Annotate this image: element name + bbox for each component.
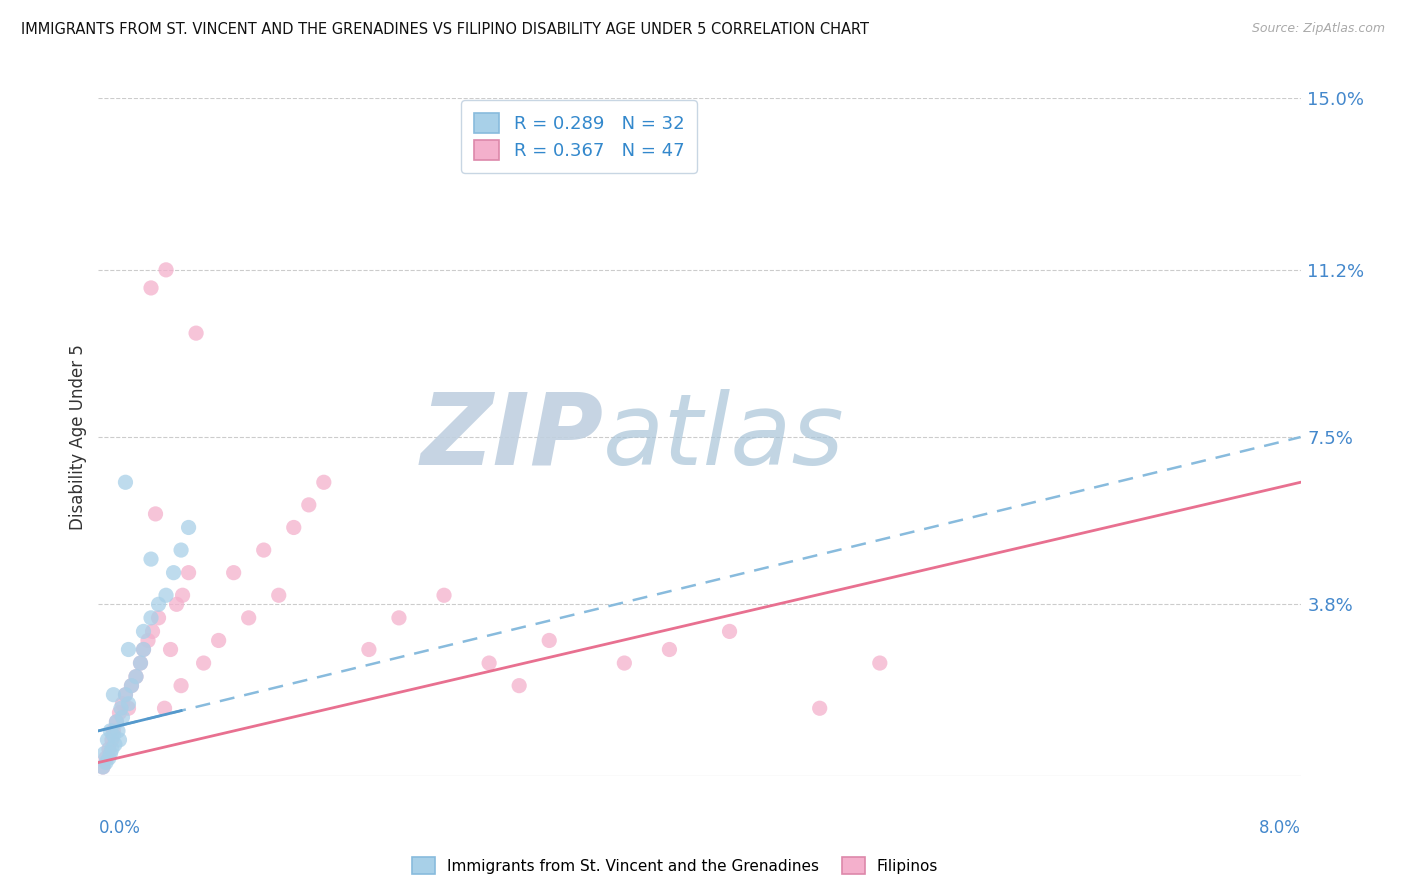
Point <box>97 751 120 765</box>
Point <box>170 543 193 558</box>
Point <box>139 281 162 295</box>
Point <box>117 642 139 657</box>
Point <box>267 588 290 602</box>
Point <box>108 732 131 747</box>
Point <box>96 732 118 747</box>
Legend: R = 0.289   N = 32, R = 0.367   N = 47: R = 0.289 N = 32, R = 0.367 N = 47 <box>461 101 697 173</box>
Point <box>136 633 159 648</box>
Point <box>105 714 128 729</box>
Point <box>208 633 231 648</box>
Point <box>148 611 170 625</box>
Point <box>97 742 120 756</box>
Point <box>104 738 127 752</box>
Point <box>478 656 501 670</box>
Point <box>101 742 124 756</box>
Legend: Immigrants from St. Vincent and the Grenadines, Filipinos: Immigrants from St. Vincent and the Gren… <box>405 851 945 880</box>
Text: atlas: atlas <box>603 389 845 485</box>
Point <box>93 747 115 761</box>
Point <box>129 656 152 670</box>
Point <box>166 597 188 611</box>
Point <box>103 688 125 702</box>
Point <box>117 701 139 715</box>
Point <box>172 588 194 602</box>
Point <box>103 728 125 742</box>
Point <box>111 710 134 724</box>
Point <box>100 747 122 761</box>
Point <box>141 624 163 639</box>
Point <box>125 670 148 684</box>
Point <box>433 588 456 602</box>
Point <box>94 756 117 770</box>
Point <box>283 520 305 534</box>
Point <box>103 723 125 738</box>
Point <box>222 566 245 580</box>
Point <box>110 701 132 715</box>
Text: 0.0%: 0.0% <box>98 819 141 837</box>
Text: Source: ZipAtlas.com: Source: ZipAtlas.com <box>1251 22 1385 36</box>
Point <box>508 679 530 693</box>
Point <box>312 475 335 490</box>
Point <box>101 732 124 747</box>
Point <box>100 723 122 738</box>
Y-axis label: Disability Age Under 5: Disability Age Under 5 <box>69 344 87 530</box>
Point <box>114 475 136 490</box>
Point <box>139 611 162 625</box>
Point <box>808 701 831 715</box>
Point <box>170 679 193 693</box>
Point <box>125 670 148 684</box>
Point <box>132 642 155 657</box>
Point <box>114 688 136 702</box>
Point <box>132 624 155 639</box>
Point <box>114 688 136 702</box>
Point <box>613 656 636 670</box>
Point <box>129 656 152 670</box>
Point <box>538 633 561 648</box>
Point <box>357 642 380 657</box>
Point <box>718 624 741 639</box>
Point <box>139 552 162 566</box>
Text: IMMIGRANTS FROM ST. VINCENT AND THE GRENADINES VS FILIPINO DISABILITY AGE UNDER : IMMIGRANTS FROM ST. VINCENT AND THE GREN… <box>21 22 869 37</box>
Point <box>155 263 177 277</box>
Point <box>148 597 170 611</box>
Point <box>105 714 128 729</box>
Point <box>155 588 177 602</box>
Point <box>177 520 200 534</box>
Point <box>177 566 200 580</box>
Point <box>159 642 181 657</box>
Point <box>658 642 681 657</box>
Point <box>298 498 321 512</box>
Point <box>132 642 155 657</box>
Point <box>111 697 134 711</box>
Point <box>388 611 411 625</box>
Point <box>193 656 215 670</box>
Point <box>121 679 143 693</box>
Point <box>91 760 114 774</box>
Point <box>107 723 129 738</box>
Point <box>91 760 114 774</box>
Point <box>253 543 276 558</box>
Point <box>162 566 184 580</box>
Text: 8.0%: 8.0% <box>1258 819 1301 837</box>
Point <box>145 507 167 521</box>
Point <box>238 611 260 625</box>
Text: ZIP: ZIP <box>420 389 603 485</box>
Point <box>869 656 891 670</box>
Point <box>117 697 139 711</box>
Point <box>108 706 131 720</box>
Point <box>121 679 143 693</box>
Point <box>153 701 176 715</box>
Point <box>184 326 207 340</box>
Point <box>94 751 117 765</box>
